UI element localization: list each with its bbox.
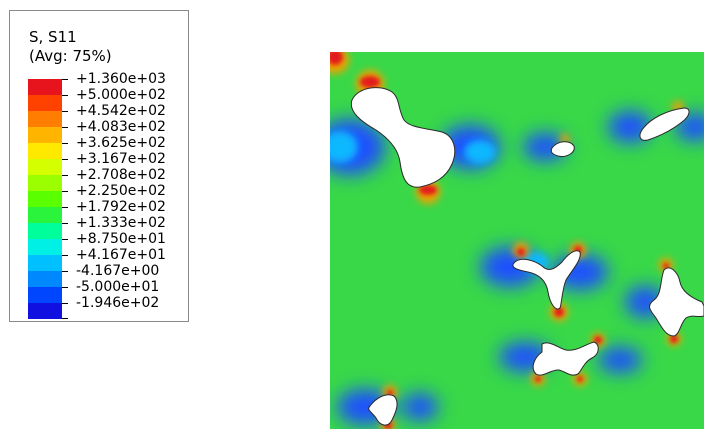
legend-variable: S, S11 xyxy=(29,28,77,46)
colorbar-swatch xyxy=(28,143,68,159)
void-elongated xyxy=(639,107,690,141)
legend-value-label: +5.000e+02 xyxy=(76,87,166,103)
colorbar-tick xyxy=(62,79,68,80)
legend-title: S, S11 (Avg: 75%) xyxy=(29,28,112,66)
legend-value-label: +2.708e+02 xyxy=(76,167,166,183)
legend-value-label: +1.792e+02 xyxy=(76,199,166,215)
contour-legend: S, S11 (Avg: 75%) +1.360e+03 +5.000e+02 +4… xyxy=(9,10,189,322)
legend-colorbar xyxy=(28,79,68,319)
colorbar-tick xyxy=(62,271,68,272)
colorbar-tick xyxy=(62,143,68,144)
colorbar-tick xyxy=(62,287,68,288)
voids xyxy=(350,87,704,426)
void-bottom-left xyxy=(368,394,398,426)
legend-value-label: +8.750e+01 xyxy=(76,231,166,247)
colorbar-swatch xyxy=(28,223,68,239)
legend-value-label: +4.542e+02 xyxy=(76,103,166,119)
colorbar-swatch xyxy=(28,159,68,175)
colorbar-swatch xyxy=(28,303,68,319)
colorbar-tick xyxy=(62,318,68,319)
legend-value-label: +3.625e+02 xyxy=(76,135,166,151)
colorbar-swatch xyxy=(28,95,68,111)
void-y-shape xyxy=(512,250,581,310)
colorbar-swatch xyxy=(28,287,68,303)
colorbar-tick xyxy=(62,255,68,256)
void-large xyxy=(350,87,456,188)
legend-averaging: (Avg: 75%) xyxy=(29,47,112,65)
colorbar-swatch xyxy=(28,255,68,271)
void-lower xyxy=(532,341,599,376)
legend-value-label: +3.167e+02 xyxy=(76,151,166,167)
void-right xyxy=(649,267,704,337)
colorbar-tick xyxy=(62,95,68,96)
colorbar-swatch xyxy=(28,79,68,95)
colorbar-tick xyxy=(62,127,68,128)
stress-contour-plot xyxy=(330,52,704,429)
colorbar-swatch xyxy=(28,127,68,143)
compression-zones xyxy=(330,111,704,425)
legend-value-label: +4.083e+02 xyxy=(76,119,166,135)
void-small-a xyxy=(550,141,575,157)
colorbar-tick xyxy=(62,111,68,112)
colorbar-tick xyxy=(62,303,68,304)
legend-value-label: +1.360e+03 xyxy=(76,71,166,87)
colorbar-swatch xyxy=(28,175,68,191)
colorbar-swatch xyxy=(28,111,68,127)
colorbar-tick xyxy=(62,191,68,192)
legend-value-label: +2.250e+02 xyxy=(76,183,166,199)
colorbar-swatch xyxy=(28,239,68,255)
colorbar-swatch xyxy=(28,191,68,207)
colorbar-tick xyxy=(62,239,68,240)
legend-value-label: -1.946e+02 xyxy=(76,295,160,311)
colorbar-tick xyxy=(62,207,68,208)
colorbar-tick xyxy=(62,223,68,224)
legend-value-label: -5.000e+01 xyxy=(76,279,160,295)
colorbar-tick xyxy=(62,175,68,176)
colorbar-swatch xyxy=(28,207,68,223)
colorbar-swatch xyxy=(28,271,68,287)
legend-value-label: -4.167e+00 xyxy=(76,263,160,279)
legend-value-label: +4.167e+01 xyxy=(76,247,166,263)
colorbar-tick xyxy=(62,159,68,160)
legend-value-label: +1.333e+02 xyxy=(76,215,166,231)
